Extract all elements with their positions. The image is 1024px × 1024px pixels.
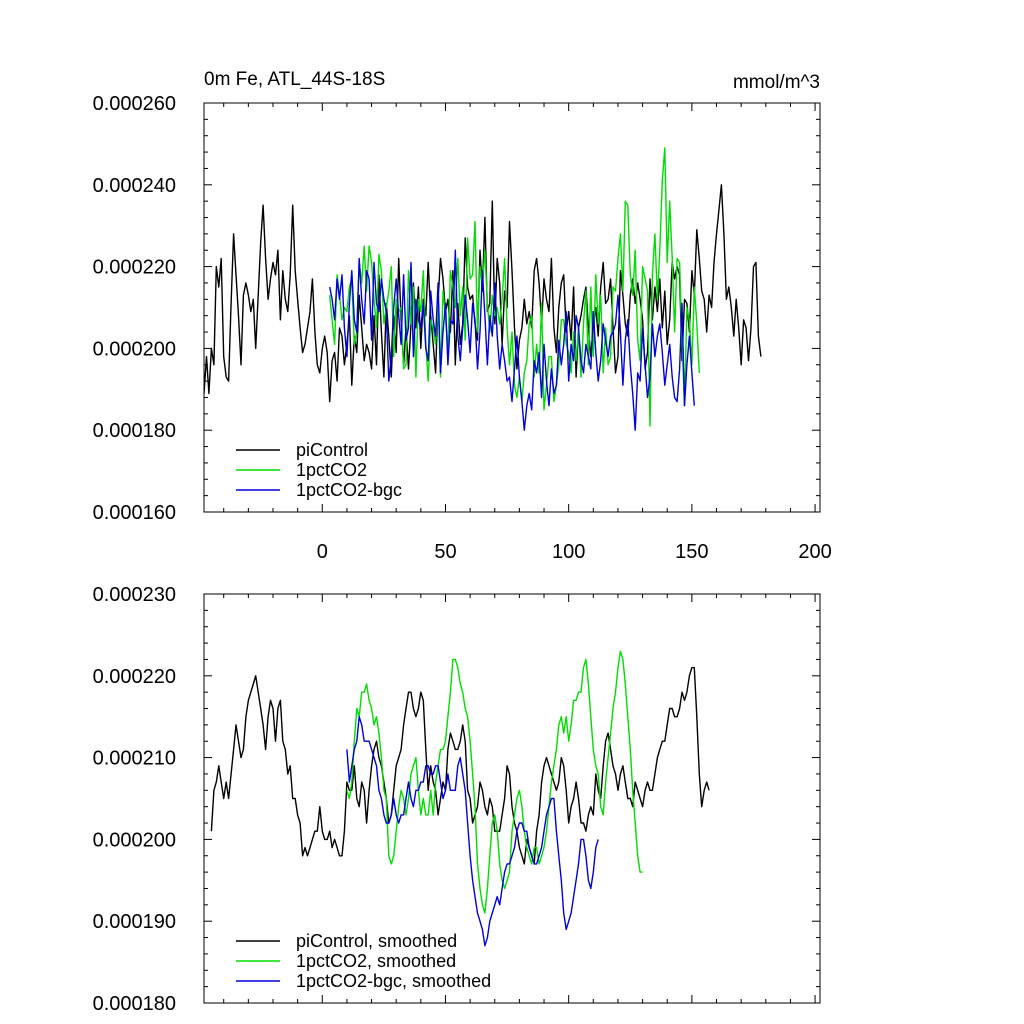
series-line-1pctco2-bgc <box>329 249 695 431</box>
x-tick-label: 200 <box>798 541 831 563</box>
series-line-1pctco2-bgc-smoothed <box>346 716 599 947</box>
y-tick-label: 0.000200 <box>93 829 176 851</box>
legend-label: 1pctCO2-bgc <box>296 480 402 500</box>
legend-label: 1pctCO2, smoothed <box>296 951 456 971</box>
series-line-1pctco2 <box>329 147 700 427</box>
chart-title: 0m Fe, ATL_44S-18S <box>204 69 385 90</box>
series-line-1pctco2-smoothed <box>346 650 643 914</box>
legend-label: piControl <box>296 440 368 460</box>
y-tick-label: 0.000240 <box>93 175 176 197</box>
x-tick-label: 50 <box>434 541 456 563</box>
series-line-picontrol <box>204 184 762 403</box>
legend-label: piControl, smoothed <box>296 931 457 951</box>
x-tick-label: 100 <box>552 541 585 563</box>
y-tick-label: 0.000180 <box>93 420 176 442</box>
top-panel: 0.000160 0.000180 0.000200 0.000220 0.000240… <box>93 69 832 563</box>
x-tick-label: 0 <box>317 541 328 563</box>
y-tick-label: 0.000210 <box>93 748 176 770</box>
y-tick-label: 0.000200 <box>93 338 176 360</box>
plot-frame <box>203 102 821 513</box>
plot-frame <box>203 593 821 1004</box>
y-tick-label: 0.000180 <box>93 993 176 1015</box>
y-tick-label: 0.000190 <box>93 911 176 933</box>
y-tick-label: 0.000230 <box>93 584 176 606</box>
y-tick-label: 0.000220 <box>93 257 176 279</box>
x-tick-label: 150 <box>675 541 708 563</box>
y-tick-label: 0.000260 <box>93 93 176 115</box>
units-label: mmol/m^3 <box>733 72 820 93</box>
y-tick-label: 0.000220 <box>93 666 176 688</box>
bottom-panel: 0.000180 0.000190 0.000200 0.000210 0.000220… <box>93 584 821 1015</box>
legend-label: 1pctCO2-bgc, smoothed <box>296 971 491 991</box>
legend-label: 1pctCO2 <box>296 460 367 480</box>
y-tick-label: 0.000160 <box>93 502 176 524</box>
series-line-picontrol-smoothed <box>210 666 710 865</box>
